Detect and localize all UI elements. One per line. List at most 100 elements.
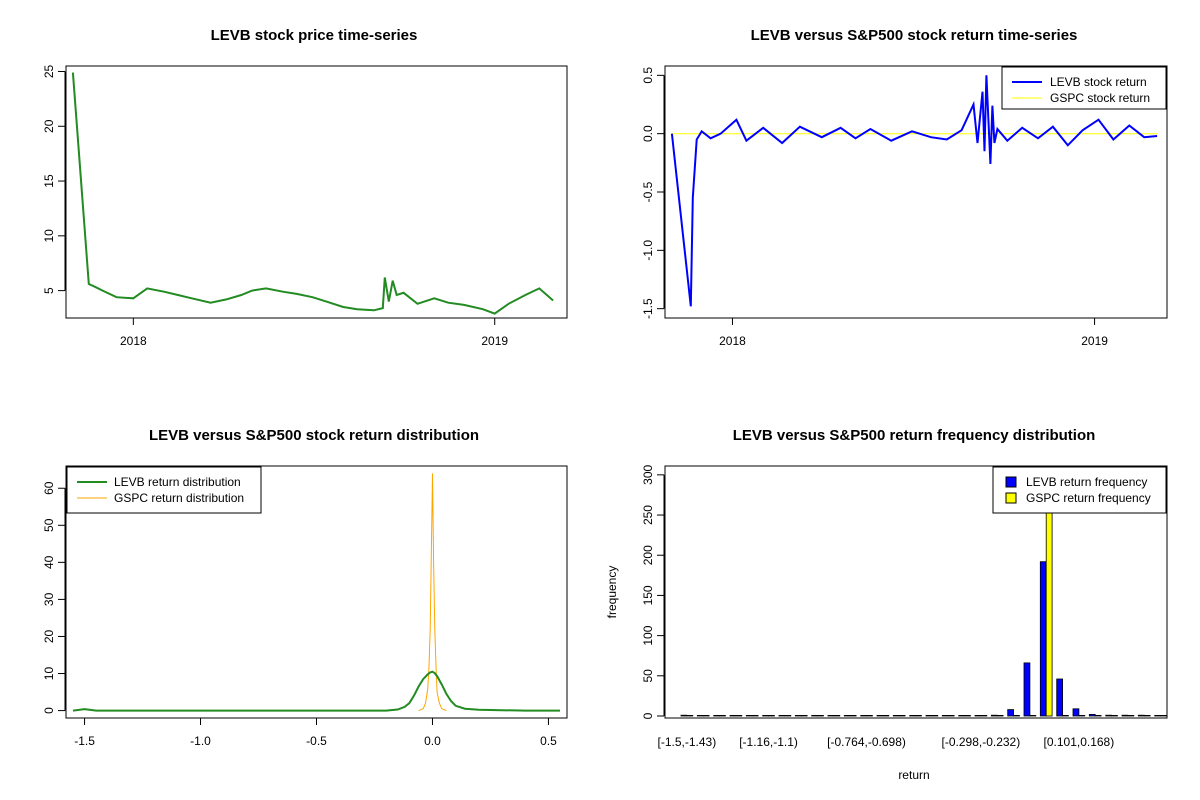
legend-box [1001, 66, 1167, 110]
gspc-frequency-bar [751, 715, 759, 717]
gspc-frequency-bar [866, 715, 873, 717]
gspc-frequency-bar [931, 715, 939, 717]
x-tick-label: 2018 [120, 334, 147, 348]
y-tick-label: 60 [42, 481, 56, 495]
gspc-frequency-bar [800, 715, 808, 717]
y-tick-label: 0.5 [641, 67, 655, 84]
y-tick-label: -1.5 [641, 298, 655, 319]
levb-frequency-bar [811, 715, 819, 717]
x-tick-label: [-1.16,-1.1) [739, 735, 798, 749]
gspc-frequency-bar [833, 715, 841, 717]
levb-frequency-bar [827, 715, 835, 717]
levb-density-line [72, 670, 560, 712]
legend-box [66, 466, 262, 514]
levb-return-line [670, 75, 1158, 307]
legend: LEVB stock return GSPC stock return [1001, 66, 1167, 110]
x-tick-label: -1.0 [190, 734, 211, 748]
return-frequency-panel: LEVB versus S&P500 return frequency dist… [605, 427, 1168, 782]
gspc-frequency-bar [702, 715, 710, 717]
gspc-frequency-bar [719, 715, 726, 717]
y-tick-label: 200 [641, 545, 655, 565]
y-tick-label: 100 [641, 625, 655, 645]
y-tick-label: -1.0 [641, 240, 655, 261]
plot-frame [664, 465, 1168, 719]
levb-frequency-bar [1137, 714, 1145, 717]
levb-frequency-bar [729, 715, 737, 717]
chart-title: LEVB stock price time-series [211, 27, 418, 44]
gspc-frequency-bar [915, 715, 922, 717]
x-tick-label: -0.5 [306, 734, 327, 748]
levb-frequency-bar [1072, 708, 1080, 717]
y-tick-label: 0 [641, 712, 655, 719]
gspc-frequency-bar [1078, 715, 1086, 717]
y-tick-label: 10 [42, 229, 56, 243]
levb-frequency-bar [925, 715, 933, 717]
gspc-frequency-bar [1143, 715, 1151, 717]
gspc-frequency-bar [735, 715, 743, 717]
y-tick-label: 5 [42, 287, 56, 294]
levb-frequency-bar [1039, 561, 1047, 717]
levb-frequency-bar [1088, 714, 1096, 717]
y-tick-label: 150 [641, 585, 655, 605]
y-tick-label: 0.0 [641, 125, 655, 142]
legend-label: LEVB return distribution [114, 475, 241, 489]
gspc-frequency-bar [980, 715, 988, 717]
gspc-frequency-bar [898, 715, 906, 717]
gspc-frequency-bar [1127, 715, 1135, 717]
y-tick-label: 40 [42, 555, 56, 569]
x-tick-label: [-1.5,-1.43) [658, 735, 717, 749]
y-tick-label: 25 [42, 64, 56, 78]
levb-frequency-bar [990, 714, 998, 717]
gspc-frequency-bar [1062, 715, 1069, 717]
legend-label: GSPC stock return [1050, 91, 1150, 105]
y-tick-label: -0.5 [641, 181, 655, 202]
x-tick-label: [-0.298,-0.232) [942, 735, 1021, 749]
levb-frequency-bar [1056, 678, 1063, 717]
legend-swatch-gspc [1005, 492, 1017, 504]
x-tick-label: 2019 [1081, 334, 1108, 348]
legend-label: LEVB stock return [1050, 75, 1147, 89]
levb-frequency-bar [892, 715, 900, 717]
y-tick-label: 250 [641, 505, 655, 525]
x-tick-label: [0.101,0.168) [1044, 735, 1115, 749]
levb-frequency-bar [1154, 715, 1161, 717]
price-timeseries-panel: LEVB stock price time-series 2018 2019 5 10… [42, 27, 568, 348]
price-series-line [71, 72, 554, 315]
levb-frequency-bar [958, 715, 966, 717]
levb-frequency-bar [1023, 662, 1031, 717]
levb-frequency-bar [680, 714, 688, 717]
levb-frequency-bar [941, 715, 949, 717]
levb-frequency-bar [778, 715, 786, 717]
gspc-frequency-bar [849, 715, 857, 717]
x-tick-label: 2019 [481, 334, 508, 348]
levb-frequency-bar [713, 715, 721, 717]
gspc-frequency-bar [1094, 715, 1102, 717]
gspc-density-line [418, 473, 447, 712]
y-tick-label: 0 [42, 707, 56, 714]
y-tick-label: 50 [42, 518, 56, 532]
gspc-frequency-bar [1160, 715, 1167, 717]
gspc-frequency-bar [1029, 715, 1037, 717]
y-tick-label: 300 [641, 465, 655, 485]
legend-box [992, 466, 1167, 514]
return-distribution-panel: LEVB versus S&P500 stock return distribu… [42, 427, 568, 748]
gspc-frequency-bar [817, 715, 824, 717]
gspc-frequency-bar [768, 715, 775, 717]
return-timeseries-panel: LEVB versus S&P500 stock return time-ser… [641, 27, 1168, 348]
legend: LEVB return frequency GSPC return frequen… [992, 466, 1167, 514]
x-axis-label: return [898, 768, 929, 782]
levb-frequency-bar [909, 715, 917, 717]
levb-frequency-bar [745, 715, 753, 717]
levb-frequency-bar [1007, 709, 1015, 717]
y-tick-label: 20 [42, 629, 56, 643]
levb-frequency-bar [843, 715, 851, 717]
levb-frequency-bar [696, 715, 704, 717]
gspc-frequency-bar [996, 715, 1004, 717]
gspc-frequency-bar [947, 715, 955, 717]
x-tick-label: 0.5 [540, 734, 557, 748]
legend: LEVB return distribution GSPC return dist… [66, 466, 262, 514]
gspc-frequency-bar [882, 715, 890, 717]
gspc-frequency-bar [964, 715, 971, 717]
chart-title: LEVB versus S&P500 stock return time-ser… [751, 27, 1078, 44]
